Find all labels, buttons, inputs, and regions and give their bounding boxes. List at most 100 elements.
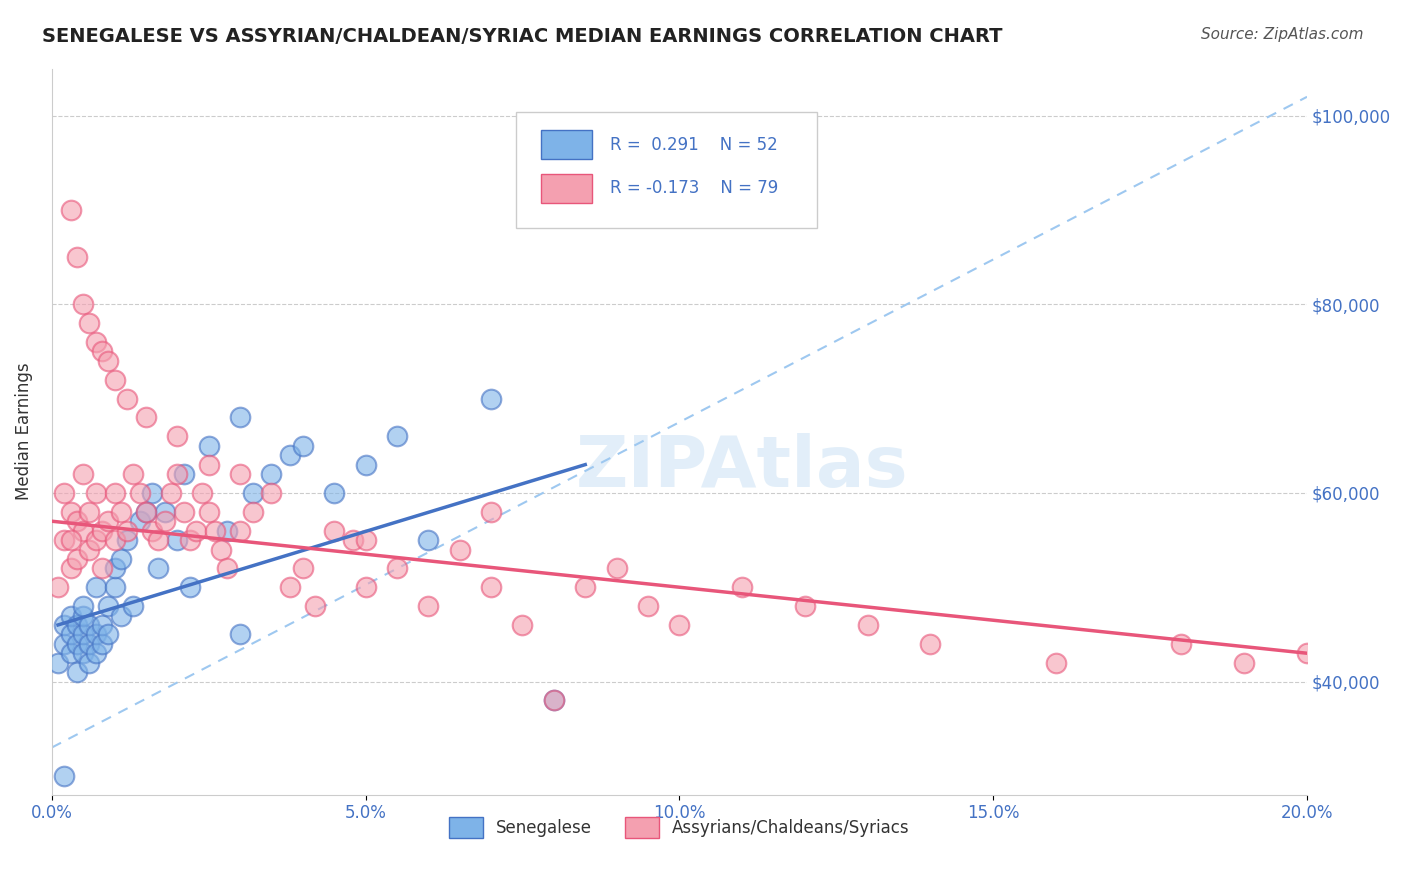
Point bbox=[141, 524, 163, 538]
Point bbox=[304, 599, 326, 613]
Point bbox=[354, 458, 377, 472]
Point bbox=[323, 524, 346, 538]
Point bbox=[141, 486, 163, 500]
Point bbox=[103, 580, 125, 594]
Point bbox=[135, 505, 157, 519]
Point bbox=[217, 561, 239, 575]
Point bbox=[79, 656, 101, 670]
Point bbox=[72, 608, 94, 623]
Point bbox=[291, 561, 314, 575]
Point bbox=[856, 618, 879, 632]
Point bbox=[354, 580, 377, 594]
Point bbox=[97, 599, 120, 613]
Point bbox=[84, 627, 107, 641]
Point bbox=[153, 514, 176, 528]
Point bbox=[72, 646, 94, 660]
Point bbox=[242, 486, 264, 500]
Point bbox=[84, 334, 107, 349]
Point bbox=[91, 344, 114, 359]
Point bbox=[637, 599, 659, 613]
Point bbox=[72, 297, 94, 311]
Point bbox=[184, 524, 207, 538]
Legend: Senegalese, Assyrians/Chaldeans/Syriacs: Senegalese, Assyrians/Chaldeans/Syriacs bbox=[443, 811, 917, 845]
Point bbox=[323, 486, 346, 500]
Y-axis label: Median Earnings: Median Earnings bbox=[15, 363, 32, 500]
Point bbox=[793, 599, 815, 613]
Point bbox=[103, 533, 125, 547]
Point bbox=[59, 608, 82, 623]
Point bbox=[479, 580, 502, 594]
Point bbox=[59, 505, 82, 519]
Point bbox=[66, 514, 89, 528]
Point bbox=[72, 524, 94, 538]
Point bbox=[59, 561, 82, 575]
Point bbox=[135, 410, 157, 425]
Point bbox=[606, 561, 628, 575]
Point bbox=[173, 505, 195, 519]
Point bbox=[278, 580, 301, 594]
Point bbox=[91, 637, 114, 651]
Point bbox=[53, 637, 76, 651]
Point bbox=[278, 448, 301, 462]
Point bbox=[46, 656, 69, 670]
Point bbox=[59, 646, 82, 660]
Point bbox=[197, 458, 219, 472]
Point bbox=[91, 524, 114, 538]
Point bbox=[354, 533, 377, 547]
Point bbox=[229, 627, 252, 641]
Point bbox=[229, 467, 252, 481]
Point bbox=[79, 618, 101, 632]
Point bbox=[204, 524, 226, 538]
Point bbox=[135, 505, 157, 519]
Point bbox=[291, 439, 314, 453]
FancyBboxPatch shape bbox=[516, 112, 817, 228]
Point bbox=[97, 514, 120, 528]
Text: SENEGALESE VS ASSYRIAN/CHALDEAN/SYRIAC MEDIAN EARNINGS CORRELATION CHART: SENEGALESE VS ASSYRIAN/CHALDEAN/SYRIAC M… bbox=[42, 27, 1002, 45]
Point bbox=[229, 410, 252, 425]
Point bbox=[84, 646, 107, 660]
Point bbox=[59, 627, 82, 641]
Point bbox=[53, 618, 76, 632]
Point bbox=[66, 618, 89, 632]
Point bbox=[153, 505, 176, 519]
Point bbox=[148, 561, 170, 575]
Text: ZIPAtlas: ZIPAtlas bbox=[576, 434, 908, 502]
Point bbox=[543, 693, 565, 707]
Point bbox=[1170, 637, 1192, 651]
Point bbox=[110, 552, 132, 566]
Point bbox=[103, 486, 125, 500]
Point bbox=[122, 599, 145, 613]
Point bbox=[53, 533, 76, 547]
Point bbox=[418, 533, 440, 547]
Point bbox=[128, 514, 150, 528]
Point bbox=[543, 693, 565, 707]
Point bbox=[191, 486, 214, 500]
Point bbox=[166, 429, 188, 443]
Point bbox=[72, 627, 94, 641]
Point bbox=[84, 533, 107, 547]
Point bbox=[342, 533, 364, 547]
Point bbox=[115, 524, 138, 538]
Point bbox=[418, 599, 440, 613]
Text: R = -0.173    N = 79: R = -0.173 N = 79 bbox=[610, 179, 779, 197]
Point bbox=[72, 599, 94, 613]
Bar bbox=[541, 174, 592, 202]
Point bbox=[385, 561, 408, 575]
Point bbox=[84, 580, 107, 594]
Point bbox=[1233, 656, 1256, 670]
Point bbox=[197, 505, 219, 519]
Point bbox=[148, 533, 170, 547]
Point bbox=[91, 561, 114, 575]
Point bbox=[110, 608, 132, 623]
Point bbox=[97, 627, 120, 641]
Text: R =  0.291    N = 52: R = 0.291 N = 52 bbox=[610, 136, 778, 153]
Point bbox=[66, 637, 89, 651]
Point bbox=[115, 533, 138, 547]
Point bbox=[179, 533, 201, 547]
Point bbox=[229, 524, 252, 538]
Bar bbox=[541, 130, 592, 160]
Text: Source: ZipAtlas.com: Source: ZipAtlas.com bbox=[1201, 27, 1364, 42]
Point bbox=[84, 486, 107, 500]
Point bbox=[66, 250, 89, 264]
Point bbox=[512, 618, 534, 632]
